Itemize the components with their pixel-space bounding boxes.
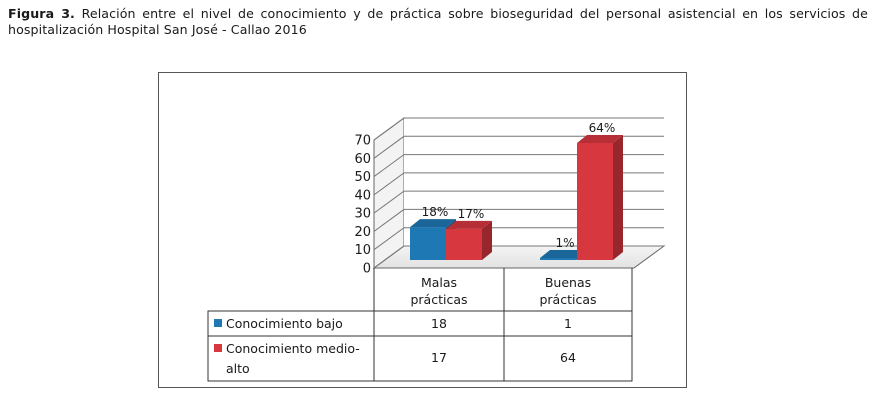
y-tick-label-10: 10 — [354, 243, 371, 258]
legend-key-conocimiento-bajo — [214, 319, 222, 327]
category-label-buenas-line1: Buenas — [545, 275, 591, 290]
table-cell-medio-alto-buenas: 64 — [560, 350, 576, 365]
table-cell-medio-alto-malas: 17 — [431, 350, 447, 365]
y-tick-label-0: 0 — [363, 262, 371, 277]
gridline-60 — [373, 135, 664, 159]
data-table: Malas prácticas Buenas prácticas Conocim… — [207, 268, 633, 382]
data-label-medio-alto-malas: 17% — [458, 207, 485, 221]
category-label-malas-line1: Malas — [421, 275, 457, 290]
y-axis-ticks: 0 10 20 30 40 50 60 70 — [354, 134, 371, 277]
figure-caption-text: Relación entre el nivel de conocimiento … — [8, 6, 868, 37]
legend-key-conocimiento-medio-alto — [214, 344, 222, 352]
bar-medio-alto-malas — [446, 220, 492, 260]
data-labels: 18% 1% 17% 64% — [422, 121, 616, 250]
series-name-medio-alto-line2: alto — [226, 361, 250, 376]
figure-caption: Figura 3. Relación entre el nivel de con… — [8, 6, 868, 38]
series-name-bajo: Conocimiento bajo — [226, 316, 343, 331]
y-tick-label-70: 70 — [354, 134, 371, 149]
y-tick-label-40: 40 — [354, 188, 371, 203]
data-label-medio-alto-buenas: 64% — [589, 121, 616, 135]
data-table-border — [207, 310, 633, 382]
chart-bars — [410, 134, 623, 260]
table-cell-bajo-buenas: 1 — [564, 316, 572, 331]
table-cell-bajo-malas: 18 — [431, 316, 447, 331]
y-tick-label-20: 20 — [354, 225, 371, 240]
data-label-bajo-malas: 18% — [422, 205, 449, 219]
figure-label: Figura 3. — [8, 6, 75, 21]
data-label-bajo-buenas: 1% — [555, 236, 574, 250]
y-tick-label-30: 30 — [354, 207, 371, 222]
bar-medio-alto-buenas — [577, 134, 623, 260]
chart-frame — [158, 72, 687, 388]
category-label-malas-line2: prácticas — [410, 292, 467, 307]
series-name-medio-alto-line1: Conocimiento medio- — [226, 341, 360, 356]
gridline-70 — [373, 117, 664, 141]
category-label-buenas-line2: prácticas — [539, 292, 596, 307]
y-tick-label-50: 50 — [354, 170, 371, 185]
side-wall — [373, 117, 405, 269]
y-tick-label-60: 60 — [354, 152, 371, 167]
